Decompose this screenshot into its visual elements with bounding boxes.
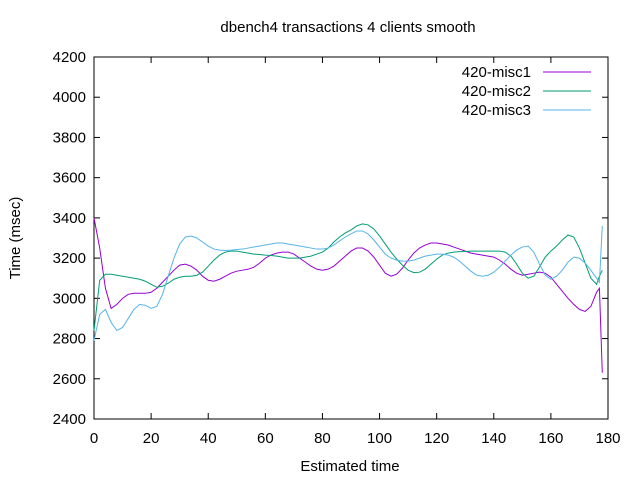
series-line-420-misc1 [93, 217, 603, 373]
x-tick-label: 40 [200, 430, 217, 447]
x-tick-label: 180 [595, 430, 620, 447]
x-tick-label: 60 [257, 430, 274, 447]
x-tick-label: 20 [143, 430, 160, 447]
plot-frame [93, 56, 609, 420]
legend-label: 420-misc3 [462, 102, 531, 119]
y-tick-label: 2600 [53, 371, 86, 388]
legend-label: 420-misc2 [462, 83, 531, 100]
y-tick-label: 3400 [53, 210, 86, 227]
plot-border [93, 56, 609, 420]
y-tick-label: 3800 [53, 129, 86, 146]
y-axis-label: Time (msec) [7, 197, 24, 280]
y-tick-label: 2800 [53, 331, 86, 348]
series-layer [93, 217, 603, 373]
x-tick-label: 160 [538, 430, 563, 447]
y-tick-label: 3200 [53, 250, 86, 267]
x-tick-label: 120 [424, 430, 449, 447]
y-tick-label: 4200 [53, 49, 86, 66]
series-line-420-misc3 [93, 225, 603, 341]
y-tick-label: 3600 [53, 170, 86, 187]
x-tick-label: 80 [314, 430, 331, 447]
x-tick-label: 0 [90, 430, 98, 447]
x-axis-ticks: 0 20 40 60 80 100 120 140 160 180 [90, 57, 621, 447]
x-axis-label: Estimated time [300, 458, 399, 475]
y-tick-label: 4000 [53, 89, 86, 106]
y-axis-ticks: 2400 2600 2800 3000 3200 3400 3600 3800 4000 4200 [53, 49, 608, 428]
y-tick-label: 3000 [53, 290, 86, 307]
legend: 420-misc1 420-misc2 420-misc3 [462, 64, 591, 119]
series-line-420-misc2 [93, 223, 603, 331]
legend-label: 420-misc1 [462, 64, 531, 81]
x-tick-label: 100 [367, 430, 392, 447]
chart-title: dbench4 transactions 4 clients smooth [220, 19, 475, 36]
y-tick-label: 2400 [53, 411, 86, 428]
x-tick-label: 140 [481, 430, 506, 447]
